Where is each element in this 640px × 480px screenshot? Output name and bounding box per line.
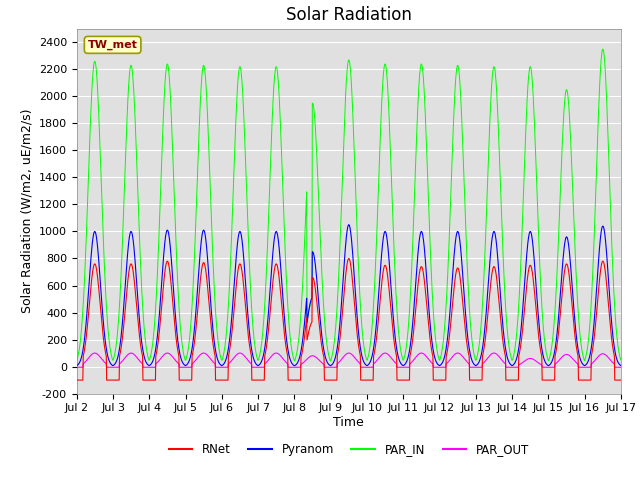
Title: Solar Radiation: Solar Radiation xyxy=(286,6,412,24)
X-axis label: Time: Time xyxy=(333,416,364,429)
Legend: RNet, Pyranom, PAR_IN, PAR_OUT: RNet, Pyranom, PAR_IN, PAR_OUT xyxy=(164,438,534,461)
Text: TW_met: TW_met xyxy=(88,40,138,50)
Y-axis label: Solar Radiation (W/m2, uE/m2/s): Solar Radiation (W/m2, uE/m2/s) xyxy=(20,109,33,313)
